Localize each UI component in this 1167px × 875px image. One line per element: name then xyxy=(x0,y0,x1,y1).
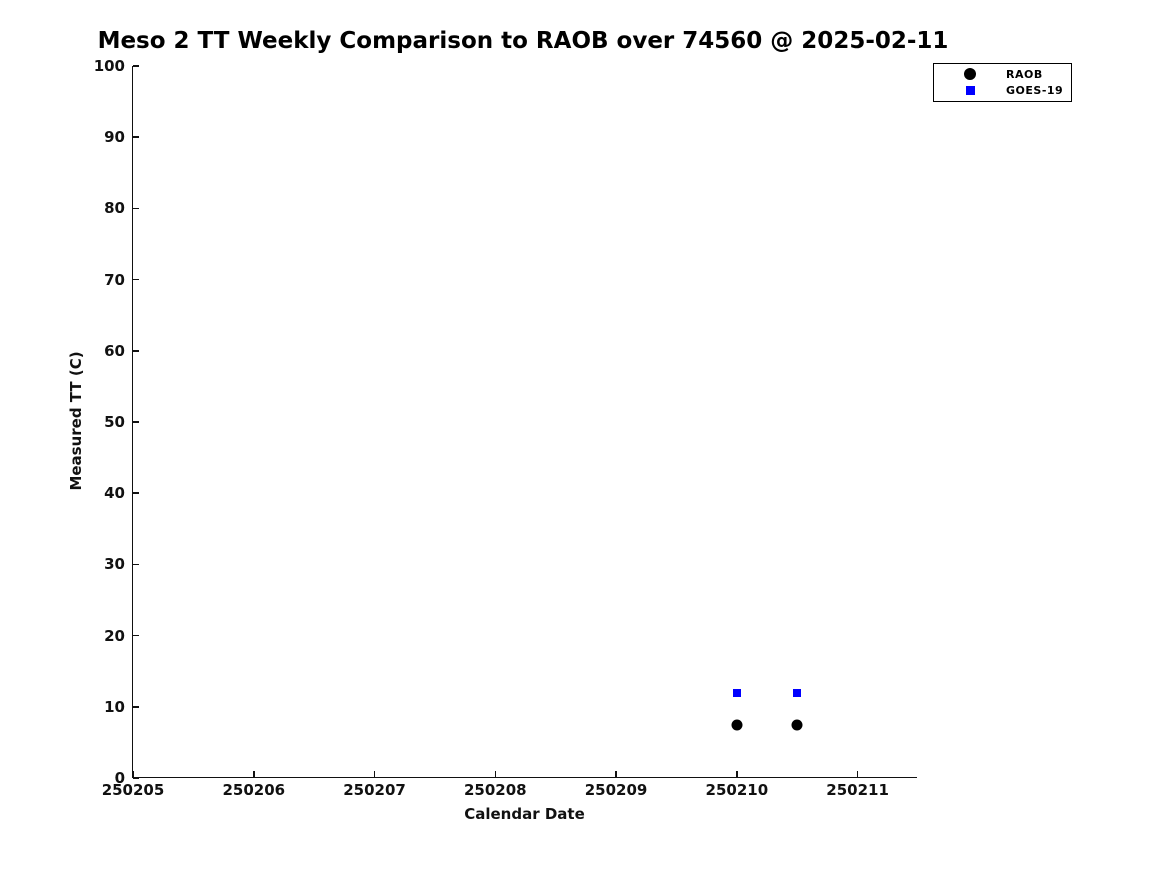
y-tick-label: 50 xyxy=(104,413,125,431)
y-tick-label: 70 xyxy=(104,270,125,289)
y-tick-label: 30 xyxy=(104,555,125,574)
y-tick-label: 20 xyxy=(104,626,125,645)
y-tick-mark xyxy=(133,421,139,423)
y-axis-label: Measured TT (C) xyxy=(67,351,85,491)
goes19-square-icon xyxy=(965,86,975,96)
y-tick-mark xyxy=(133,136,139,138)
y-tick-label: 40 xyxy=(104,484,125,503)
data-point-goes-19 xyxy=(732,688,741,697)
y-tick-label: 10 xyxy=(104,697,125,716)
raob-circle-icon xyxy=(964,68,976,81)
y-tick-label: 0 xyxy=(114,769,125,787)
y-tick-label: 90 xyxy=(104,128,125,147)
data-point-raob xyxy=(791,719,803,731)
y-tick-mark xyxy=(133,350,139,352)
legend-marker-cell xyxy=(934,68,1006,81)
y-tick-mark xyxy=(133,706,139,708)
x-tick-label: 250206 xyxy=(222,781,286,799)
x-tick-label: 250211 xyxy=(826,781,889,799)
data-point-goes-19 xyxy=(793,688,802,697)
x-tick-mark xyxy=(856,771,859,777)
y-tick-mark xyxy=(133,492,139,494)
x-tick-mark xyxy=(373,771,376,777)
y-tick-mark xyxy=(133,777,139,779)
legend-label-raob: RAOB xyxy=(1006,67,1043,81)
x-tick-mark xyxy=(615,771,617,777)
x-tick-mark xyxy=(132,771,134,777)
x-tick-mark xyxy=(736,771,738,777)
y-tick-mark xyxy=(133,634,139,637)
y-tick-label: 100 xyxy=(93,57,125,75)
y-tick-label: 60 xyxy=(104,341,125,360)
data-point-raob xyxy=(731,719,743,731)
plot-area: 0 10 20 30 40 50 60 70 80 90 100 250205 250206 25020… xyxy=(94,57,917,799)
x-tick-label: 250209 xyxy=(584,781,648,799)
legend-label-goes19: GOES-19 xyxy=(1006,84,1064,98)
x-tick-label: 250210 xyxy=(705,781,769,799)
x-tick-mark xyxy=(253,771,255,777)
chart-title: Meso 2 TT Weekly Comparison to RAOB over… xyxy=(97,28,949,54)
x-tick-label: 250205 xyxy=(101,781,165,799)
legend-marker-cell xyxy=(934,86,1006,96)
x-axis-label: Calendar Date xyxy=(464,805,585,823)
legend: RAOB GOES-19 xyxy=(933,63,1072,102)
y-tick-mark xyxy=(133,207,139,210)
legend-item-raob: RAOB xyxy=(934,67,1071,82)
y-tick-mark xyxy=(133,563,139,566)
x-tick-label: 250207 xyxy=(343,781,406,799)
y-tick-mark xyxy=(133,278,139,281)
x-tick-mark xyxy=(494,771,497,777)
legend-item-goes19: GOES-19 xyxy=(934,83,1071,98)
x-tick-label: 250208 xyxy=(463,781,527,799)
y-tick-label: 80 xyxy=(104,199,125,218)
y-tick-mark xyxy=(133,65,139,67)
